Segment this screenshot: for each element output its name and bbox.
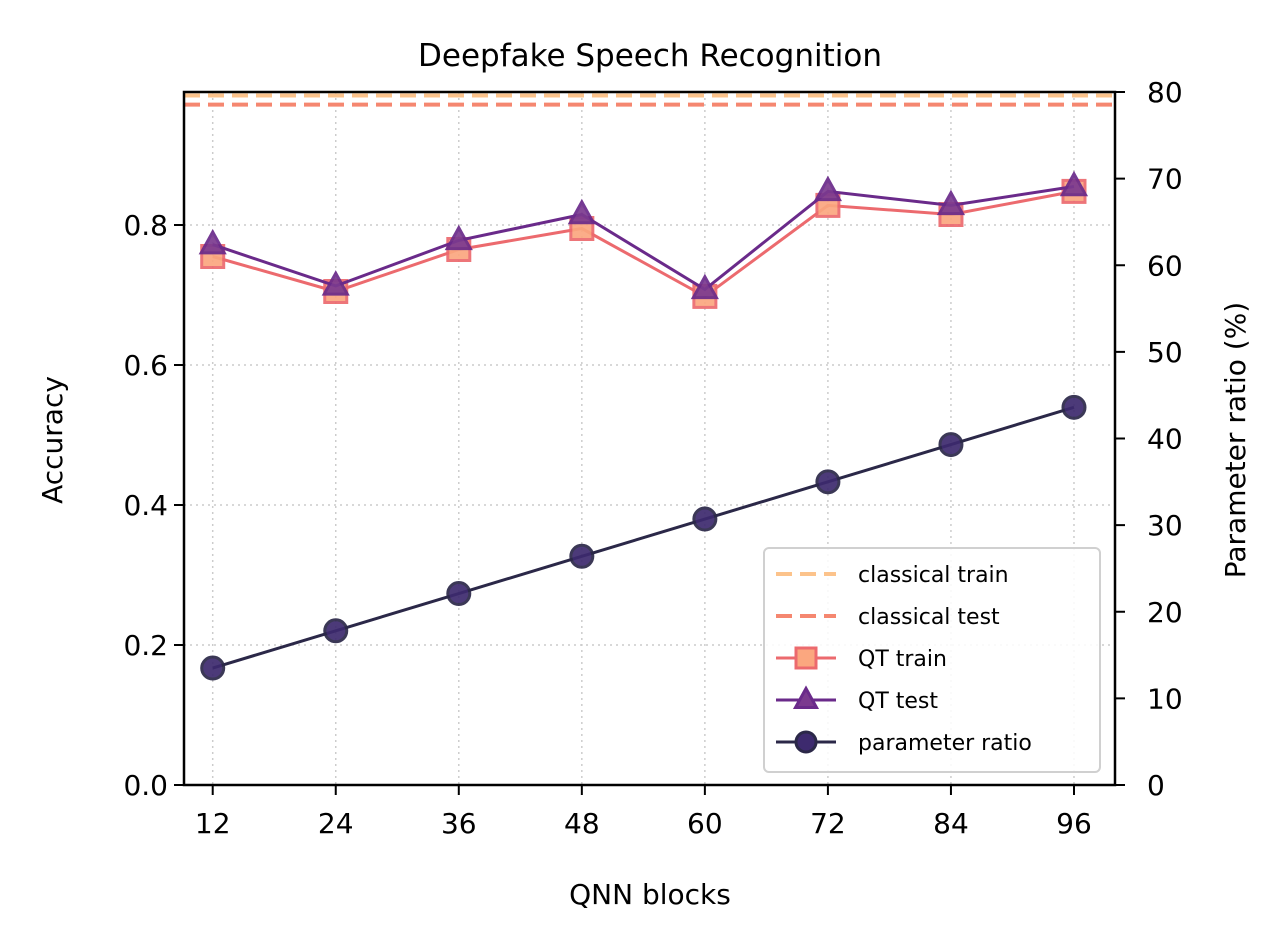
legend-label-QT-train: QT train — [858, 647, 947, 672]
x-tick-label: 48 — [564, 807, 600, 840]
plot-area — [184, 93, 1115, 681]
chart-title: Deepfake Speech Recognition — [418, 38, 882, 74]
y-tick-label: 0.8 — [123, 209, 168, 242]
legend-label-classical-train: classical train — [858, 563, 1009, 588]
data-point-parameter-ratio — [815, 469, 841, 495]
y2-tick-label: 0 — [1147, 769, 1165, 802]
axes: 12 24 36 48 60 72 84 96 0.0 0.2 0.4 0.6 0.8 0 10 20 30 40… — [123, 76, 1182, 840]
y2-tick-label: 70 — [1147, 163, 1183, 196]
x-tick-label: 96 — [1056, 807, 1092, 840]
x-tick-label: 36 — [441, 807, 477, 840]
y-tick-label: 0.4 — [123, 489, 168, 522]
series-line-parameter-ratio — [212, 405, 1075, 670]
legend: classical train classical test QT train QT … — [763, 547, 1101, 773]
legend-label-QT-test: QT test — [858, 689, 938, 714]
y2-tick-label: 20 — [1147, 596, 1183, 629]
legend-label-parameter-ratio: parameter ratio — [858, 731, 1032, 756]
y2-tick-label: 50 — [1147, 336, 1183, 369]
data-point-QT-test — [198, 228, 227, 255]
legend-box — [763, 547, 1101, 773]
y-tick-label: 0.0 — [123, 769, 168, 802]
data-point-QT-test — [813, 175, 843, 202]
data-point-parameter-ratio — [569, 543, 595, 569]
y2-tick-label: 60 — [1147, 249, 1183, 282]
x-axis-label: QNN blocks — [569, 878, 731, 911]
data-point-QT-test — [567, 198, 596, 225]
data-point-QT-test — [444, 224, 473, 251]
data-point-parameter-ratio — [1061, 394, 1087, 420]
data-point-QT-test — [321, 270, 350, 296]
data-point-parameter-ratio — [938, 432, 964, 458]
y2-tick-label: 80 — [1147, 76, 1183, 109]
y2-tick-label: 40 — [1147, 423, 1183, 456]
data-point-parameter-ratio — [692, 506, 718, 532]
x-tick-label: 84 — [933, 807, 969, 840]
legend-marker-QT-test — [792, 685, 820, 709]
y2-tick-label: 10 — [1147, 682, 1183, 715]
data-point-parameter-ratio — [446, 581, 472, 607]
data-point-parameter-ratio — [200, 655, 226, 681]
y-axis-label: Accuracy — [36, 376, 69, 504]
data-point-QT-test — [936, 189, 966, 216]
x-tick-label: 72 — [810, 807, 846, 840]
data-point-QT-test — [1059, 170, 1089, 197]
data-point-parameter-ratio — [323, 618, 349, 644]
y2-axis-label: Parameter ratio (%) — [1219, 302, 1252, 579]
legend-label-classical-test: classical test — [858, 605, 1000, 630]
series-line-QT-test — [212, 185, 1075, 292]
x-tick-label: 60 — [687, 807, 723, 840]
series-line-QT-train — [212, 189, 1075, 299]
legend-marker-QT-train — [794, 646, 818, 670]
y-tick-label: 0.6 — [123, 349, 168, 382]
legend-marker-parameter-ratio — [794, 730, 818, 754]
y2-tick-label: 30 — [1147, 509, 1183, 542]
x-tick-label: 12 — [195, 807, 231, 840]
data-point-QT-test — [690, 273, 719, 300]
y-tick-label: 0.2 — [123, 629, 168, 662]
x-tick-label: 24 — [318, 807, 354, 840]
